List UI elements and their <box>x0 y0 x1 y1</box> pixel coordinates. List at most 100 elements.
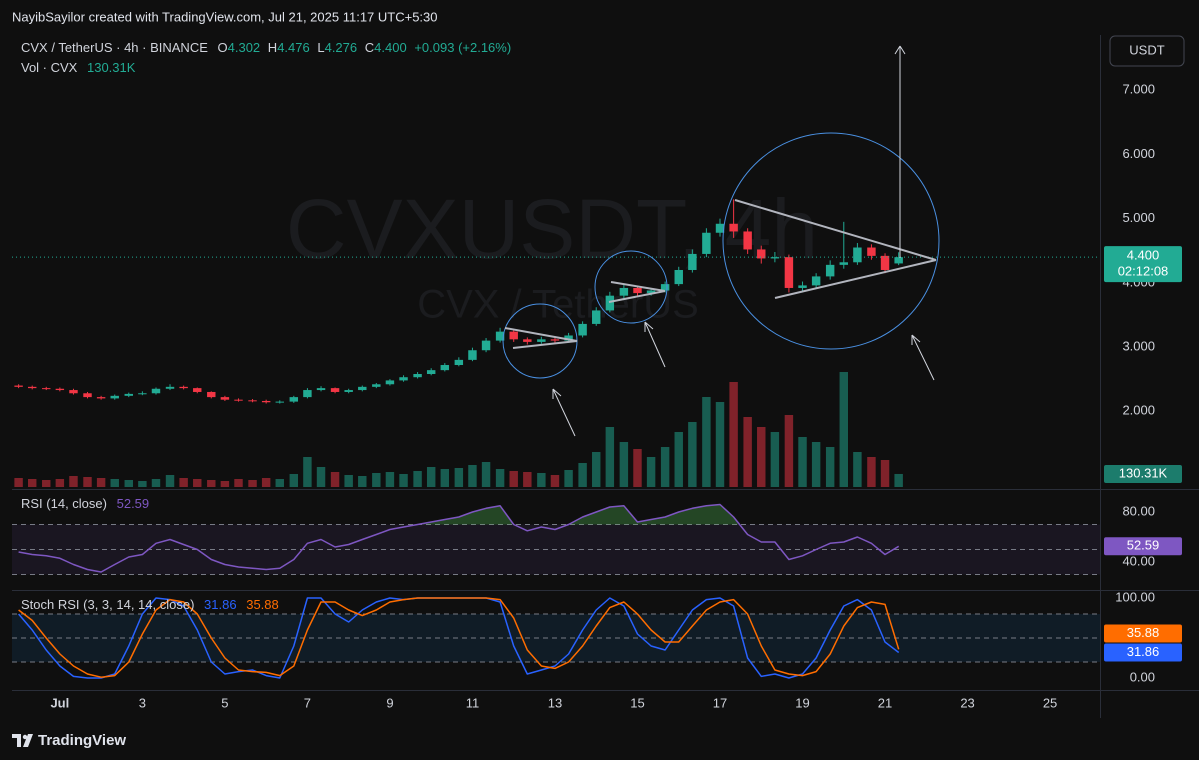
volume-bar <box>275 479 284 487</box>
currency-button[interactable] <box>1109 35 1185 67</box>
x-tick-label: 19 <box>795 695 809 710</box>
candle-body <box>440 365 450 371</box>
volume-bar <box>784 415 794 487</box>
volume-value: 130.31K <box>87 60 136 75</box>
last-price-label: 4.400 <box>1127 248 1160 263</box>
candle-body <box>138 393 147 395</box>
candle-body <box>344 390 353 392</box>
footer-text: TradingView <box>38 732 126 749</box>
volume-bar <box>743 417 752 487</box>
volume-title: Vol · CVX <box>21 60 78 75</box>
candle-body <box>330 388 340 392</box>
trend-line <box>734 199 937 261</box>
candle-body <box>605 295 615 311</box>
volume-bar <box>798 437 807 487</box>
x-tick-label: 17 <box>713 695 727 710</box>
indicator-marker-box <box>1104 537 1182 556</box>
legend-key: H <box>268 40 277 55</box>
x-tick-label: 9 <box>386 695 393 710</box>
volume-bar <box>811 442 821 487</box>
volume-bar <box>372 473 381 487</box>
volume-bar <box>110 479 119 487</box>
volume-bar <box>853 452 862 487</box>
volume-bar <box>578 463 587 487</box>
volume-bar <box>413 471 422 487</box>
arrow <box>894 45 906 258</box>
y-tick-label: 5.000 <box>1122 210 1155 225</box>
volume-bar <box>358 476 367 487</box>
volume-bar <box>688 422 697 487</box>
rsi-value: 52.59 <box>117 496 150 511</box>
candle-body <box>385 380 395 385</box>
candle-body <box>867 247 876 256</box>
legend-key: O <box>218 40 228 55</box>
y-tick-label: 6.000 <box>1122 146 1155 161</box>
candle-body <box>564 335 573 341</box>
volume-bar <box>234 479 243 487</box>
main-legend: CVX / TetherUS · 4h · BINANCE O4.302 H4.… <box>21 40 511 55</box>
candle-body <box>303 390 312 398</box>
candle-body <box>14 385 23 387</box>
volume-bar <box>468 465 477 487</box>
candle-body <box>220 397 230 400</box>
x-tick-label: 21 <box>878 695 892 710</box>
candle-body <box>399 377 408 381</box>
volume-bar <box>715 402 725 487</box>
volume-bar <box>495 469 505 487</box>
candle-body <box>825 264 835 277</box>
stoch-legend: Stoch RSI (3, 3, 14, 14, close) 31.86 35… <box>21 597 279 612</box>
watermark-description: CVX / TetherUS <box>417 283 699 327</box>
volume-bar <box>207 480 216 487</box>
volume-bar <box>96 478 106 487</box>
candle-body <box>42 388 51 390</box>
volume-bar <box>509 471 518 487</box>
candle-body <box>743 231 752 250</box>
stoch-k-value: 31.86 <box>204 597 237 612</box>
volume-bar <box>757 427 766 487</box>
candle-body <box>757 249 766 259</box>
x-tick-label: 13 <box>548 695 562 710</box>
volume-bar <box>55 479 65 487</box>
x-tick-label: 7 <box>304 695 311 710</box>
candle-body <box>811 276 821 286</box>
candle-body <box>193 388 202 392</box>
volume-bar <box>316 467 326 487</box>
legend-value: 4.476 <box>277 40 310 55</box>
volume-bar <box>605 427 615 487</box>
volume-bar <box>165 475 175 487</box>
volume-bar <box>289 474 299 487</box>
legend-key: L <box>317 40 324 55</box>
y-tick-label: 7.000 <box>1122 82 1155 97</box>
x-tick-label: 15 <box>630 695 644 710</box>
candle-body <box>729 223 738 232</box>
currency-label[interactable]: USDT <box>1129 42 1164 57</box>
candle-body <box>316 388 326 391</box>
volume-bar <box>303 457 312 487</box>
candle-body <box>55 388 65 391</box>
trend-line <box>608 290 666 303</box>
candle-body <box>880 255 890 270</box>
candle-body <box>426 370 436 374</box>
candle-body <box>179 386 188 389</box>
volume-bar <box>523 472 532 487</box>
candle-body <box>702 232 711 254</box>
candle-body <box>234 399 243 401</box>
x-tick-label: 11 <box>466 695 480 710</box>
logo-part <box>23 734 33 747</box>
candle-body <box>839 262 849 265</box>
candle-body <box>96 397 106 399</box>
volume-bar <box>537 473 546 487</box>
candle-body <box>646 290 656 294</box>
volume-bar <box>193 479 202 487</box>
volume-bar <box>42 480 51 487</box>
x-tick-label: 25 <box>1043 695 1057 710</box>
candle-body <box>413 374 422 378</box>
countdown-label: 02:12:08 <box>1118 264 1169 279</box>
volume-bar <box>344 475 353 487</box>
candle-body <box>248 400 257 402</box>
logo-part <box>12 734 21 747</box>
circle-drawing <box>722 132 940 350</box>
indicator-marker-box <box>1104 643 1182 662</box>
candle-body <box>372 384 381 387</box>
